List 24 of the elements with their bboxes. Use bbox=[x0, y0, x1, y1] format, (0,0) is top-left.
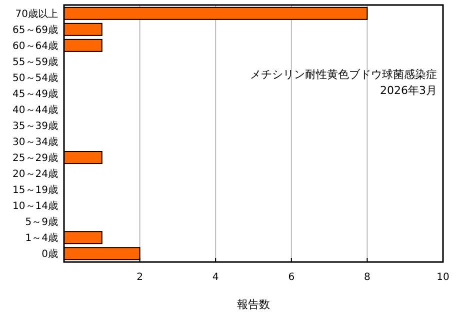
y-tick-label: 5～9歳 bbox=[25, 216, 58, 228]
y-tick-label: 50～54歳 bbox=[12, 72, 58, 84]
y-tick-label: 15～19歳 bbox=[12, 184, 58, 196]
y-tick-label: 25～29歳 bbox=[12, 152, 58, 164]
y-tick-label: 55～59歳 bbox=[12, 56, 58, 68]
y-tick-label: 70歳以上 bbox=[15, 8, 58, 20]
x-axis-title: 報告数 bbox=[237, 298, 270, 311]
y-tick-label: 1～4歳 bbox=[25, 232, 58, 244]
y-tick-label: 45～49歳 bbox=[12, 88, 58, 100]
y-tick-label: 10～14歳 bbox=[12, 200, 58, 212]
x-tick-label: 6 bbox=[288, 272, 295, 283]
y-tick-label: 35～39歳 bbox=[12, 120, 58, 132]
y-tick-label: 20～24歳 bbox=[12, 168, 58, 180]
y-tick-label: 60～64歳 bbox=[12, 40, 58, 52]
y-tick-label: 30～34歳 bbox=[12, 136, 58, 148]
annotation: メチシリン耐性黄色ブドウ球菌感染症 bbox=[250, 68, 437, 81]
y-tick-label: 40～44歳 bbox=[12, 104, 58, 116]
x-tick-label: 8 bbox=[364, 272, 370, 283]
x-tick-label: 4 bbox=[212, 272, 219, 283]
y-tick-label: 0歳 bbox=[42, 248, 58, 260]
annotation: 2026年3月 bbox=[380, 84, 437, 97]
x-tick-label: 2 bbox=[136, 272, 143, 283]
x-tick-label: 10 bbox=[436, 272, 450, 283]
y-tick-label: 65～69歳 bbox=[12, 24, 58, 36]
